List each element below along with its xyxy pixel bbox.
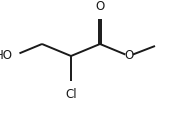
- Text: HO: HO: [0, 49, 13, 63]
- Text: Cl: Cl: [65, 88, 77, 101]
- Text: O: O: [124, 49, 134, 63]
- Text: O: O: [95, 0, 105, 13]
